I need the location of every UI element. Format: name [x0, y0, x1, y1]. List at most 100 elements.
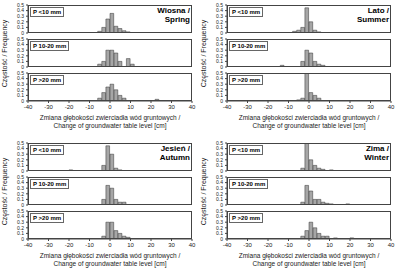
svg-text:-30: -30 — [243, 104, 252, 110]
svg-text:0.1: 0.1 — [17, 24, 24, 30]
svg-text:0.4: 0.4 — [216, 41, 223, 47]
svg-text:0: 0 — [21, 236, 24, 242]
svg-text:0: 0 — [220, 168, 223, 174]
svg-text:-20: -20 — [65, 104, 74, 110]
svg-text:0.5: 0.5 — [216, 140, 223, 146]
svg-text:0.5: 0.5 — [17, 208, 24, 214]
svg-text:40: 40 — [189, 242, 196, 248]
svg-text:0: 0 — [21, 30, 24, 36]
svg-text:0.3: 0.3 — [216, 81, 223, 87]
svg-text:0: 0 — [220, 30, 223, 36]
svg-text:-10: -10 — [85, 242, 94, 248]
svg-text:10: 10 — [326, 104, 333, 110]
svg-text:0: 0 — [21, 64, 24, 70]
svg-text:0: 0 — [307, 242, 311, 248]
svg-text:0.4: 0.4 — [216, 213, 223, 219]
svg-text:-30: -30 — [44, 104, 53, 110]
svg-text:-40: -40 — [223, 242, 232, 248]
svg-text:0.3: 0.3 — [216, 47, 223, 53]
svg-text:0.2: 0.2 — [216, 157, 223, 163]
svg-text:0.5: 0.5 — [216, 208, 223, 214]
svg-text:0.1: 0.1 — [216, 230, 223, 236]
svg-text:30: 30 — [367, 104, 374, 110]
svg-text:0.4: 0.4 — [216, 145, 223, 151]
svg-text:0.2: 0.2 — [17, 157, 24, 163]
svg-text:0: 0 — [220, 202, 223, 208]
svg-text:0.5: 0.5 — [216, 70, 223, 76]
svg-text:0.3: 0.3 — [17, 81, 24, 87]
svg-text:0.4: 0.4 — [17, 179, 24, 185]
svg-text:0.3: 0.3 — [17, 151, 24, 157]
svg-text:20: 20 — [347, 104, 354, 110]
svg-text:-40: -40 — [223, 104, 232, 110]
svg-text:0: 0 — [21, 202, 24, 208]
svg-text:10: 10 — [127, 104, 134, 110]
svg-text:0.1: 0.1 — [216, 92, 223, 98]
svg-text:-20: -20 — [264, 242, 273, 248]
svg-text:0.3: 0.3 — [216, 13, 223, 19]
svg-text:0.1: 0.1 — [216, 58, 223, 64]
svg-text:0.5: 0.5 — [17, 174, 24, 180]
svg-text:0.4: 0.4 — [17, 213, 24, 219]
svg-text:0.5: 0.5 — [216, 36, 223, 42]
svg-text:-40: -40 — [24, 104, 33, 110]
svg-text:40: 40 — [189, 104, 196, 110]
svg-text:0.1: 0.1 — [17, 230, 24, 236]
svg-text:0.2: 0.2 — [17, 225, 24, 231]
svg-text:0.1: 0.1 — [17, 92, 24, 98]
svg-text:40: 40 — [388, 104, 389, 110]
svg-text:0.4: 0.4 — [216, 179, 223, 185]
svg-text:0.2: 0.2 — [216, 225, 223, 231]
svg-text:0.4: 0.4 — [216, 75, 223, 81]
svg-text:-10: -10 — [85, 104, 94, 110]
svg-text:0: 0 — [220, 64, 223, 70]
svg-text:0.3: 0.3 — [216, 151, 223, 157]
svg-text:0: 0 — [220, 236, 223, 242]
svg-text:0.1: 0.1 — [17, 162, 24, 168]
svg-text:-20: -20 — [65, 242, 74, 248]
svg-text:0.1: 0.1 — [216, 162, 223, 168]
svg-text:0.1: 0.1 — [216, 196, 223, 202]
svg-text:0.2: 0.2 — [216, 87, 223, 93]
svg-text:-30: -30 — [243, 242, 252, 248]
svg-text:0.5: 0.5 — [17, 140, 24, 146]
svg-text:0: 0 — [21, 168, 24, 174]
svg-text:0.1: 0.1 — [17, 196, 24, 202]
svg-text:0.1: 0.1 — [216, 24, 223, 30]
svg-text:20: 20 — [148, 242, 155, 248]
svg-text:0.3: 0.3 — [216, 185, 223, 191]
svg-text:30: 30 — [168, 104, 175, 110]
svg-text:0.2: 0.2 — [17, 87, 24, 93]
svg-text:0.4: 0.4 — [216, 7, 223, 13]
svg-text:0.3: 0.3 — [17, 219, 24, 225]
svg-text:0: 0 — [108, 104, 112, 110]
svg-text:-30: -30 — [44, 242, 53, 248]
svg-text:-10: -10 — [284, 104, 293, 110]
svg-text:30: 30 — [168, 242, 175, 248]
svg-text:0.2: 0.2 — [216, 191, 223, 197]
svg-text:10: 10 — [326, 242, 333, 248]
svg-text:-40: -40 — [24, 242, 33, 248]
svg-text:0.1: 0.1 — [17, 58, 24, 64]
svg-text:40: 40 — [388, 242, 389, 248]
svg-text:0.5: 0.5 — [17, 2, 24, 8]
svg-text:0: 0 — [307, 104, 311, 110]
svg-text:0: 0 — [21, 98, 24, 104]
svg-text:0.5: 0.5 — [216, 2, 223, 8]
svg-text:0.2: 0.2 — [216, 53, 223, 59]
svg-text:0.3: 0.3 — [17, 47, 24, 53]
svg-text:0: 0 — [220, 98, 223, 104]
svg-text:0.2: 0.2 — [17, 191, 24, 197]
svg-text:0.2: 0.2 — [17, 19, 24, 25]
svg-text:0.3: 0.3 — [17, 185, 24, 191]
svg-text:0.4: 0.4 — [17, 145, 24, 151]
svg-text:-20: -20 — [264, 104, 273, 110]
svg-text:0.4: 0.4 — [17, 7, 24, 13]
svg-text:0.4: 0.4 — [17, 41, 24, 47]
svg-text:0.3: 0.3 — [216, 219, 223, 225]
svg-text:0.2: 0.2 — [216, 19, 223, 25]
svg-text:0.3: 0.3 — [17, 13, 24, 19]
svg-text:0.2: 0.2 — [17, 53, 24, 59]
svg-text:30: 30 — [367, 242, 374, 248]
svg-text:-10: -10 — [284, 242, 293, 248]
